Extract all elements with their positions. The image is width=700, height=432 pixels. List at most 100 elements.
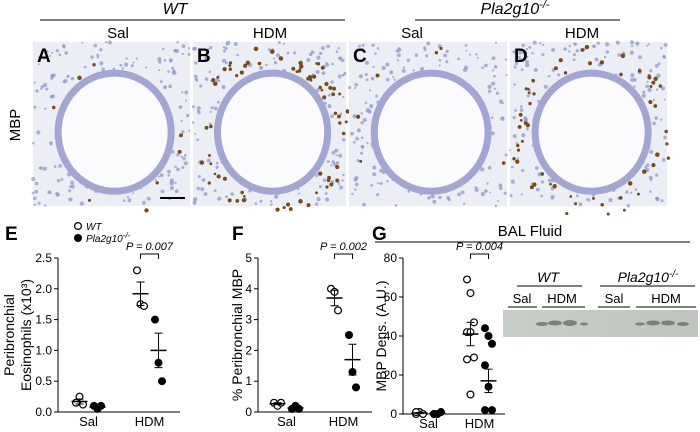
- nucleus: [40, 87, 43, 91]
- legend-marker: [73, 222, 82, 231]
- error-bar: [136, 281, 145, 306]
- nucleus: [360, 112, 363, 115]
- data-point: [151, 315, 160, 324]
- nucleus: [206, 158, 211, 163]
- stain: [592, 196, 595, 200]
- nucleus: [486, 182, 489, 185]
- nucleus: [524, 59, 530, 64]
- data-point: [140, 302, 149, 311]
- nucleus: [551, 47, 555, 52]
- nucleus: [494, 41, 498, 44]
- lane-label: Sal: [605, 291, 624, 306]
- nucleus: [474, 186, 478, 189]
- nucleus: [509, 148, 512, 152]
- stain: [512, 157, 516, 161]
- nucleus: [174, 165, 177, 169]
- nucleus: [184, 154, 187, 157]
- nucleus: [60, 178, 64, 181]
- nucleus: [635, 41, 640, 46]
- nucleus: [354, 82, 359, 87]
- nucleus: [196, 186, 200, 191]
- nucleus: [645, 84, 650, 89]
- stain: [588, 61, 593, 66]
- y-tick-label: 0: [245, 405, 252, 419]
- nucleus: [375, 94, 379, 98]
- stain: [222, 176, 227, 181]
- nucleus: [649, 69, 653, 73]
- nucleus: [331, 62, 334, 66]
- nucleus: [532, 40, 537, 45]
- data-point: [352, 383, 361, 392]
- nucleus: [119, 63, 123, 67]
- y-tick-label: 60: [384, 290, 398, 304]
- nucleus: [180, 119, 183, 123]
- nucleus: [364, 60, 370, 66]
- x-tick-label: Sal: [277, 414, 296, 429]
- panel-letter: G: [372, 224, 387, 245]
- stain: [627, 181, 633, 186]
- nucleus: [356, 128, 361, 133]
- stain: [651, 163, 656, 168]
- nucleus: [188, 129, 191, 132]
- nucleus: [593, 45, 596, 48]
- nucleus: [389, 70, 394, 75]
- nucleus: [504, 58, 508, 61]
- nucleus: [31, 141, 35, 145]
- nucleus: [364, 73, 368, 77]
- stain: [527, 91, 531, 95]
- nucleus: [270, 203, 273, 206]
- airway-wall: [54, 69, 175, 195]
- nucleus: [525, 62, 530, 68]
- nucleus: [42, 82, 48, 88]
- nucleus: [159, 80, 163, 84]
- nucleus: [376, 182, 380, 185]
- nucleus: [543, 84, 548, 89]
- nucleus: [395, 49, 400, 53]
- nucleus: [511, 165, 514, 169]
- nucleus: [99, 61, 104, 66]
- stain: [518, 112, 523, 117]
- nucleus: [337, 182, 341, 186]
- nucleus: [489, 191, 492, 194]
- group-label: WT: [163, 1, 189, 18]
- nucleus: [181, 91, 184, 94]
- nucleus: [484, 63, 488, 68]
- nucleus: [221, 84, 226, 90]
- p-value: P = 0.007: [126, 241, 174, 253]
- nucleus: [480, 167, 485, 172]
- data-point: [463, 355, 472, 364]
- nucleus: [42, 166, 47, 171]
- nucleus: [491, 81, 496, 86]
- nucleus: [58, 163, 63, 168]
- nucleus: [587, 198, 591, 202]
- nucleus: [487, 84, 492, 89]
- legend-label: WT: [86, 222, 102, 233]
- x-tick-label: HDM: [329, 414, 359, 429]
- nucleus: [397, 47, 400, 50]
- stain: [338, 121, 342, 125]
- stain: [335, 164, 340, 170]
- nucleus: [356, 158, 360, 162]
- data-point: [484, 332, 493, 341]
- nucleus: [358, 74, 363, 79]
- nucleus: [215, 161, 219, 165]
- nucleus: [341, 73, 345, 77]
- nucleus: [320, 46, 325, 51]
- nucleus: [350, 131, 354, 136]
- nucleus: [49, 141, 53, 146]
- nucleus: [83, 65, 87, 69]
- nucleus: [216, 100, 220, 104]
- group-label: Pla2g10-/-: [480, 0, 549, 18]
- nucleus: [605, 42, 610, 47]
- stain: [77, 75, 82, 81]
- nucleus: [254, 202, 258, 205]
- stain: [580, 48, 585, 52]
- nucleus: [183, 161, 188, 166]
- error-bar: [484, 368, 493, 394]
- stain: [434, 50, 439, 55]
- nucleus: [563, 47, 567, 51]
- nucleus: [355, 136, 360, 141]
- nucleus: [337, 74, 342, 79]
- nucleus: [487, 89, 492, 94]
- nucleus: [55, 192, 60, 197]
